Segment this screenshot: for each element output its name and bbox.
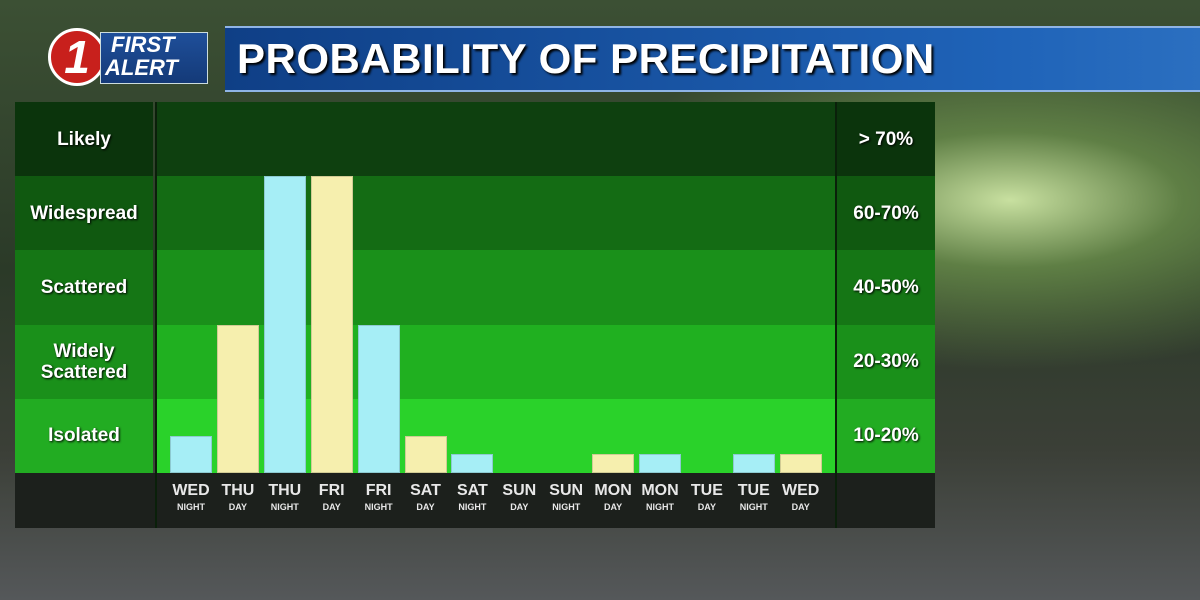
level-range: > 70%	[837, 102, 935, 177]
x-tick-label: FRI NIGHT	[355, 482, 402, 512]
x-tick-label: TUE DAY	[683, 482, 730, 512]
x-tick-label: THU NIGHT	[261, 482, 308, 512]
level-label: Widespread	[15, 176, 153, 251]
level-band	[155, 102, 835, 177]
x-tick-period: DAY	[603, 502, 623, 512]
x-tick-label: THU DAY	[214, 482, 261, 512]
axis-divider	[835, 102, 837, 528]
x-tick-label: MON DAY	[590, 482, 637, 512]
level-label: Scattered	[15, 250, 153, 325]
bar	[263, 176, 306, 473]
x-tick-day: WED	[782, 482, 820, 499]
x-tick-day: THU	[268, 482, 302, 499]
x-tick-day: MON	[594, 482, 632, 499]
x-tick-period: DAY	[510, 502, 529, 512]
bar	[639, 454, 681, 473]
bar	[592, 454, 635, 473]
x-tick-period: NIGHT	[645, 502, 674, 512]
x-tick-day: FRI	[318, 482, 345, 499]
x-tick-day: SAT	[456, 482, 488, 499]
x-tick-period: DAY	[322, 502, 341, 512]
bar	[732, 454, 775, 473]
level-band	[155, 176, 835, 251]
x-tick-label: SUN NIGHT	[543, 482, 590, 512]
axis-divider	[155, 102, 157, 528]
x-tick-period: NIGHT	[176, 502, 205, 512]
bar	[170, 435, 212, 473]
x-tick-day: THU	[221, 482, 255, 499]
chart-title: PROBABILITY OF PRECIPITATION	[237, 35, 935, 82]
logo-number: 1	[48, 28, 106, 86]
x-tick-label: SAT DAY	[402, 482, 449, 512]
logo-box: FIRST ALERT	[100, 32, 208, 84]
level-range: 60-70%	[837, 176, 935, 251]
x-tick-day: SUN	[549, 482, 584, 499]
bar	[357, 324, 400, 473]
bar	[451, 454, 494, 473]
x-tick-label: FRI DAY	[308, 482, 355, 512]
x-tick-label: MON NIGHT	[637, 482, 684, 512]
bar	[779, 454, 822, 473]
axis-panel	[15, 473, 935, 528]
x-tick-day: TUE	[690, 482, 723, 499]
x-tick-label: TUE NIGHT	[730, 482, 777, 512]
x-tick-period: NIGHT	[552, 502, 581, 512]
x-tick-day: WED	[172, 482, 210, 499]
level-range: 10-20%	[837, 398, 935, 473]
x-tick-period: NIGHT	[364, 502, 393, 512]
level-label: Widely Scattered	[15, 324, 153, 399]
level-range: 20-30%	[837, 324, 935, 399]
bar	[404, 435, 447, 473]
logo-line1: FIRST	[111, 32, 175, 57]
x-tick-period: DAY	[228, 502, 247, 512]
level-label: Isolated	[15, 398, 153, 473]
x-tick-day: MON	[641, 482, 679, 499]
bar	[216, 324, 259, 473]
x-tick-label: WED DAY	[777, 482, 824, 512]
level-band	[155, 250, 835, 325]
level-range: 40-50%	[837, 250, 935, 325]
x-tick-label: SUN DAY	[496, 482, 543, 512]
x-tick-label: SAT NIGHT	[449, 482, 496, 512]
x-tick-period: NIGHT	[270, 502, 299, 512]
x-tick-period: NIGHT	[739, 502, 768, 512]
bar	[310, 176, 353, 473]
x-tick-label: WED NIGHT	[168, 482, 215, 512]
x-tick-day: TUE	[737, 482, 770, 499]
x-tick-period: DAY	[791, 502, 810, 512]
title-bar: PROBABILITY OF PRECIPITATION	[225, 26, 1200, 92]
x-tick-day: FRI	[365, 482, 392, 499]
x-tick-day: SUN	[502, 482, 537, 499]
x-tick-period: NIGHT	[458, 502, 487, 512]
x-tick-period: DAY	[697, 502, 716, 512]
level-label: Likely	[15, 102, 153, 177]
x-tick-day: SAT	[410, 482, 441, 499]
logo-line2: ALERT	[105, 55, 178, 80]
x-tick-period: DAY	[416, 502, 435, 512]
